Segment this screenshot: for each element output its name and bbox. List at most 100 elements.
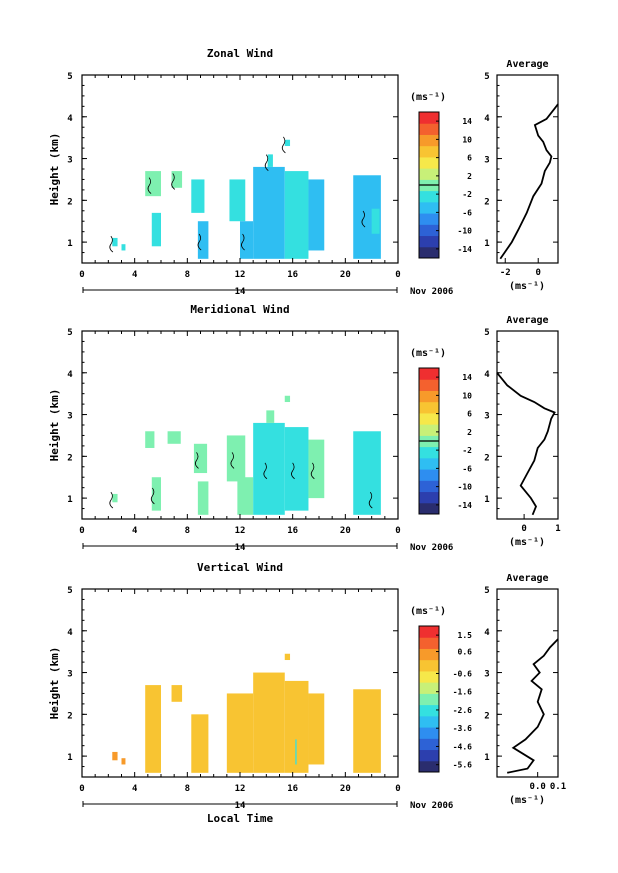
x-tick-label: 8: [185, 784, 190, 794]
colorbar-cell: [419, 446, 439, 459]
echo-block: [237, 477, 254, 515]
avg-y-tick-label: 3: [484, 670, 489, 680]
avg-unit-label: (ms⁻¹): [509, 537, 545, 548]
colorbar-cell: [419, 379, 439, 391]
x-tick-label: 8: [185, 270, 190, 280]
x-tick-label: 16: [287, 270, 298, 280]
contour-line: [230, 452, 235, 469]
colorbar-cell: [419, 637, 439, 649]
colorbar-cell: [419, 648, 439, 661]
colorbar-cell: [419, 727, 439, 739]
colorbar-cell: [419, 469, 439, 481]
contour-line: [197, 233, 202, 251]
colorbar-tick-label: 0.6: [458, 648, 473, 657]
average-frame: [496, 74, 559, 264]
avg-x-tick-label: 1: [555, 524, 560, 534]
avg-y-tick-label: 2: [484, 453, 489, 463]
colorbar-cell: [419, 659, 439, 672]
y-tick-label: 5: [67, 72, 72, 82]
colorbar-tick-label: -2.6: [453, 706, 472, 715]
echo-block: [284, 427, 309, 511]
echo-block: [253, 422, 285, 515]
colorbar-tick-label: -1.6: [453, 688, 472, 697]
average-title: Average: [506, 573, 548, 584]
y-axis-label: Height (km): [48, 647, 61, 720]
avg-y-tick-label: 5: [484, 72, 489, 82]
x-tick-label: 0: [79, 526, 84, 536]
echo-block: [253, 672, 285, 773]
echo-block: [112, 751, 118, 761]
echo-block: [145, 431, 155, 448]
echo-block: [371, 208, 380, 234]
avg-y-tick-label: 1: [484, 753, 489, 763]
y-axis-label: Height (km): [48, 389, 61, 462]
echo-block: [267, 154, 273, 167]
colorbar-cell: [419, 491, 439, 504]
colorbar-cell: [419, 480, 439, 493]
avg-y-tick-label: 4: [484, 114, 490, 124]
colorbar-tick-label: 6: [467, 410, 472, 419]
day-label: 14: [235, 287, 246, 297]
avg-y-tick-label: 1: [484, 495, 489, 505]
colorbar-cell: [419, 246, 439, 259]
echo-block: [167, 431, 181, 444]
colorbar-unit: (ms⁻¹): [410, 606, 446, 617]
y-tick-label: 3: [67, 412, 72, 422]
echo-block: [240, 221, 254, 259]
echo-block: [171, 171, 183, 188]
contour-line: [368, 491, 373, 509]
y-tick-label: 4: [67, 370, 73, 380]
colorbar-tick-label: 1.5: [458, 631, 473, 640]
colorbar-tick-label: 14: [462, 117, 472, 126]
colorbar-cell: [419, 134, 439, 147]
date-label: Nov 2006: [410, 287, 453, 297]
colorbar-cell: [419, 626, 439, 638]
colorbar-tick-label: -14: [458, 501, 473, 510]
colorbar-cell: [419, 693, 439, 706]
average-profile-line: [499, 103, 559, 260]
y-tick-label: 2: [67, 453, 72, 463]
echo-block: [191, 179, 205, 213]
y-tick-label: 3: [67, 156, 72, 166]
panel-title: Meridional Wind: [190, 303, 289, 316]
avg-y-tick-label: 4: [484, 628, 490, 638]
echo-block: [266, 410, 275, 423]
colorbar-tick-label: -2: [462, 446, 472, 455]
colorbar-cell: [419, 190, 439, 203]
day-label: 14: [235, 543, 246, 553]
colorbar-tick-label: -3.6: [453, 724, 472, 733]
contour-line: [361, 210, 366, 228]
echo-block: [308, 439, 325, 499]
colorbar-tick-label: -4.6: [453, 742, 472, 751]
echo-block: [145, 685, 161, 773]
average-title: Average: [506, 59, 548, 70]
x-tick-label: 20: [340, 784, 351, 794]
y-tick-label: 5: [67, 328, 72, 338]
colorbar-tick-label: -2: [462, 190, 472, 199]
contour-line: [171, 173, 176, 190]
average-profile-line: [496, 372, 556, 516]
colorbar-tick-label: -14: [458, 245, 473, 254]
y-tick-label: 4: [67, 628, 73, 638]
x-tick-label: 0: [79, 784, 84, 794]
colorbar-cell: [419, 704, 439, 717]
colorbar-cell: [419, 682, 439, 694]
echo-block: [284, 653, 291, 661]
avg-unit-label: (ms⁻¹): [509, 281, 545, 292]
x-tick-label: 16: [287, 784, 298, 794]
average-frame: [496, 588, 559, 778]
x-tick-label: 4: [132, 270, 138, 280]
panel-title: Zonal Wind: [207, 47, 273, 60]
average-profile-line: [507, 638, 559, 774]
colorbar-cell: [419, 145, 439, 158]
y-tick-label: 3: [67, 670, 72, 680]
avg-x-tick-label: -2: [500, 268, 511, 278]
echo-block: [145, 171, 161, 197]
contour-line: [241, 233, 245, 251]
colorbar-cell: [419, 760, 439, 773]
colorbar-cell: [419, 457, 439, 470]
echo-block: [226, 693, 254, 773]
echo-block: [229, 179, 246, 222]
colorbar-cell: [419, 123, 439, 135]
echo-block: [191, 714, 209, 773]
